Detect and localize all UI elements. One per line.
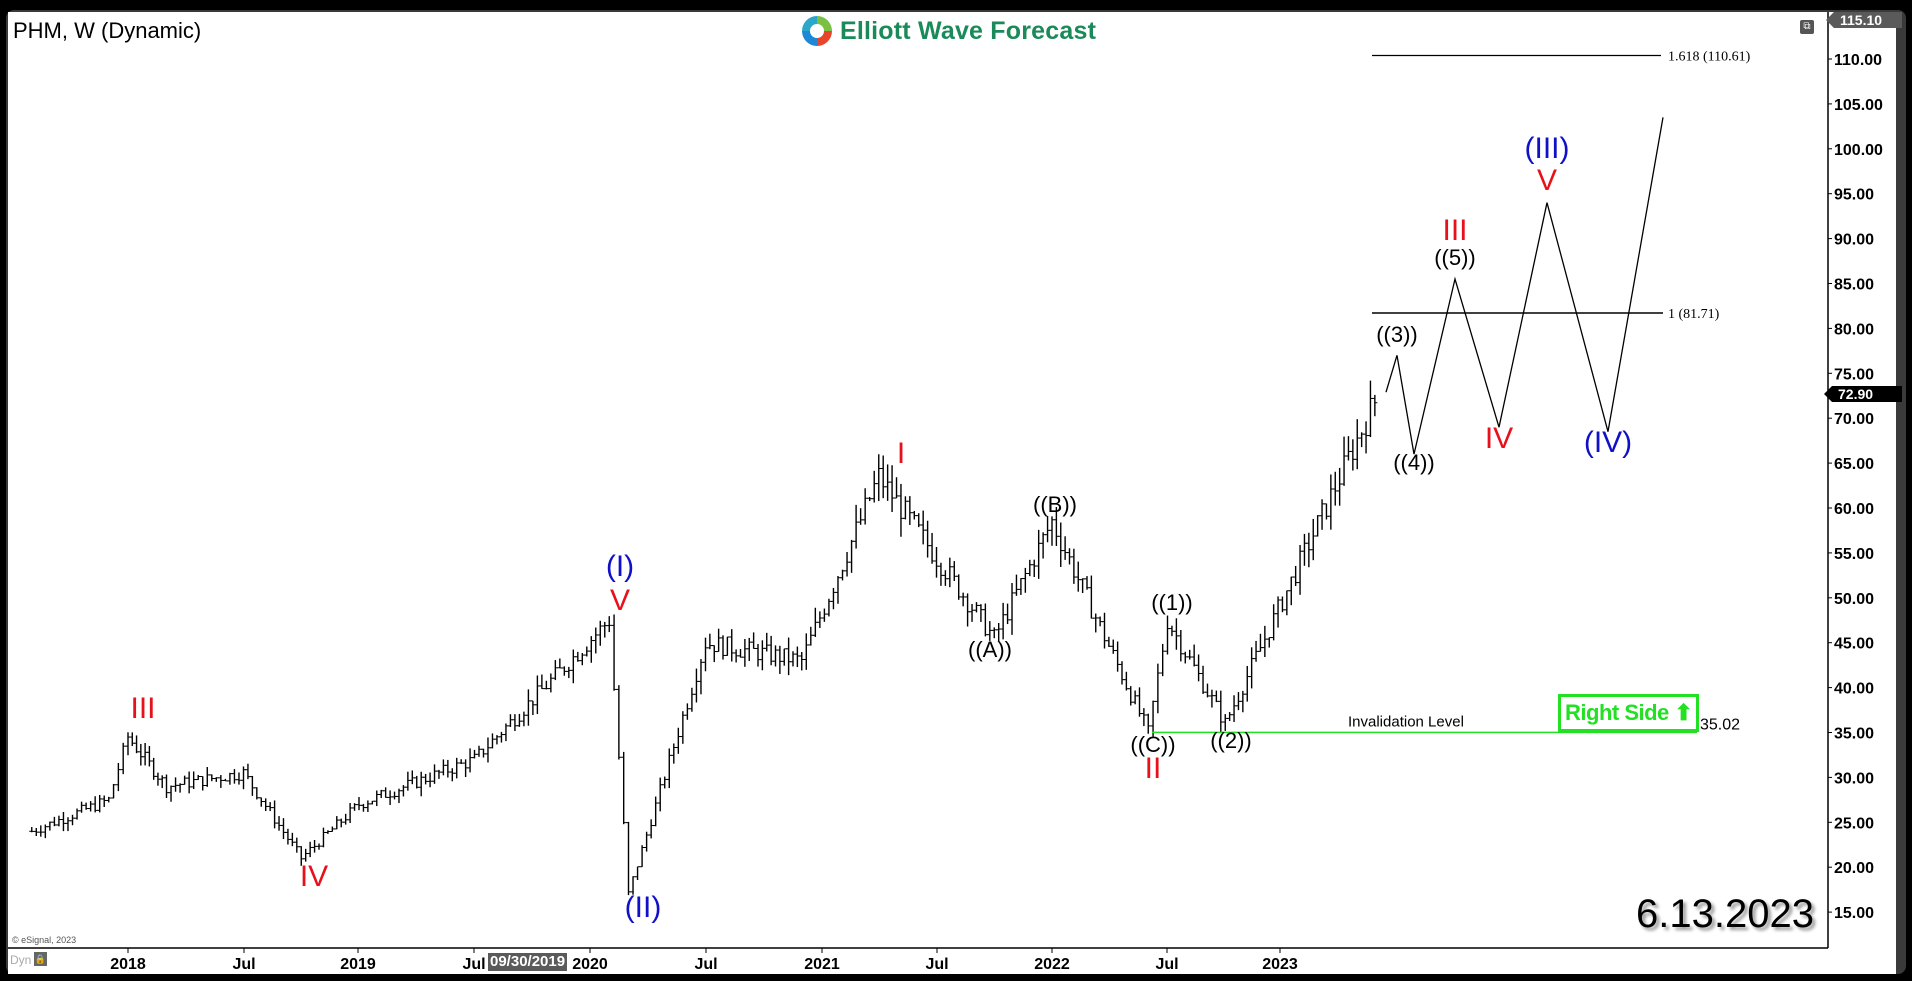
invalidation-label: Invalidation Level xyxy=(1348,713,1464,730)
x-tick-label: 2018 xyxy=(110,956,146,973)
wave-label: (I) xyxy=(606,550,634,583)
x-tick-label: Jul xyxy=(1155,956,1178,973)
top-price-flag: 115.10 xyxy=(1826,12,1902,28)
y-tick-label: 55.00 xyxy=(1834,546,1874,563)
wave-label: III xyxy=(1442,214,1467,247)
brand-swirl-icon xyxy=(802,16,832,46)
brand-name: Elliott Wave Forecast xyxy=(840,16,1097,45)
lock-icon[interactable]: 🔒 xyxy=(34,952,47,966)
fib-1618-label: 1.618 (110.61) xyxy=(1668,50,1751,65)
y-tick-label: 15.00 xyxy=(1834,905,1874,922)
x-tick-label: 2019 xyxy=(340,956,376,973)
wave-label: (IV) xyxy=(1584,426,1632,459)
up-arrow-icon: ⬆ xyxy=(1668,700,1693,725)
wave-label: IV xyxy=(1485,422,1513,455)
wave-label: IV xyxy=(300,860,328,893)
fib-1-label: 1 (81.71) xyxy=(1668,307,1720,322)
wave-label: ((4)) xyxy=(1393,450,1435,475)
y-tick-label: 40.00 xyxy=(1834,681,1874,698)
invalidation-value: 35.02 xyxy=(1700,716,1740,733)
ohlc-bars xyxy=(29,380,1378,896)
wave-label: III xyxy=(130,692,155,725)
y-tick-label: 95.00 xyxy=(1834,187,1874,204)
date-stamp: 6.13.2023 xyxy=(1636,892,1814,936)
y-tick-label: 50.00 xyxy=(1834,591,1874,608)
crosshair-date: 09/30/2019 xyxy=(488,953,568,971)
wave-label: ((5)) xyxy=(1434,245,1476,270)
wave-label: ((2)) xyxy=(1210,728,1252,753)
y-tick-label: 100.00 xyxy=(1834,142,1883,159)
y-tick-label: 65.00 xyxy=(1834,456,1874,473)
projection-path xyxy=(1385,117,1664,455)
wave-label: ((B)) xyxy=(1033,492,1077,517)
wave-label: ((C)) xyxy=(1130,732,1175,757)
y-tick-label: 60.00 xyxy=(1834,501,1874,518)
x-tick-label: Jul xyxy=(694,956,717,973)
wave-label: I xyxy=(897,437,905,470)
y-tick-label: 85.00 xyxy=(1834,277,1874,294)
current-price-flag: 72.90 xyxy=(1824,386,1902,402)
y-tick-label: 80.00 xyxy=(1834,321,1874,338)
wave-label: ((1)) xyxy=(1151,590,1193,615)
copyright: © eSignal, 2023 xyxy=(12,935,77,945)
window-restore-icon[interactable]: ⧉ xyxy=(1800,20,1814,34)
symbol-title: PHM, W (Dynamic) xyxy=(13,18,202,43)
x-tick-label: 2020 xyxy=(572,956,608,973)
chart-panel[interactable] xyxy=(8,12,1896,956)
wave-label: II xyxy=(1145,752,1162,785)
x-tick-label: 2021 xyxy=(804,956,840,973)
y-tick-label: 20.00 xyxy=(1834,860,1874,877)
y-tick-label: 110.00 xyxy=(1834,52,1882,69)
y-tick-label: 30.00 xyxy=(1834,770,1874,787)
y-tick-label: 35.00 xyxy=(1834,726,1874,743)
x-tick-label: 2022 xyxy=(1034,956,1070,973)
x-tick-label: Jul xyxy=(925,956,948,973)
y-tick-label: 105.00 xyxy=(1834,97,1883,114)
y-tick-label: 90.00 xyxy=(1834,232,1874,249)
brand-logo: Elliott Wave Forecast xyxy=(800,14,1096,48)
x-tick-label: Jul xyxy=(232,956,255,973)
y-tick-label: 70.00 xyxy=(1834,411,1874,428)
y-tick-label: 45.00 xyxy=(1834,636,1874,653)
y-tick-label: 25.00 xyxy=(1834,815,1874,832)
dynamic-scale-toggle[interactable]: Dyn xyxy=(10,953,32,967)
wave-label: V xyxy=(1537,164,1557,197)
wave-label: ((3)) xyxy=(1376,322,1418,347)
wave-label: (II) xyxy=(625,891,662,924)
wave-label: (III) xyxy=(1525,132,1570,165)
x-tick-label: Jul xyxy=(462,956,485,973)
right-side-label: Right Side xyxy=(1565,700,1669,725)
x-tick-label: 2023 xyxy=(1262,956,1298,973)
right-side-badge: Right Side ⬆ xyxy=(1558,694,1700,732)
wave-label: ((A)) xyxy=(968,637,1012,662)
y-tick-label: 75.00 xyxy=(1834,366,1874,383)
wave-label: V xyxy=(610,584,630,617)
